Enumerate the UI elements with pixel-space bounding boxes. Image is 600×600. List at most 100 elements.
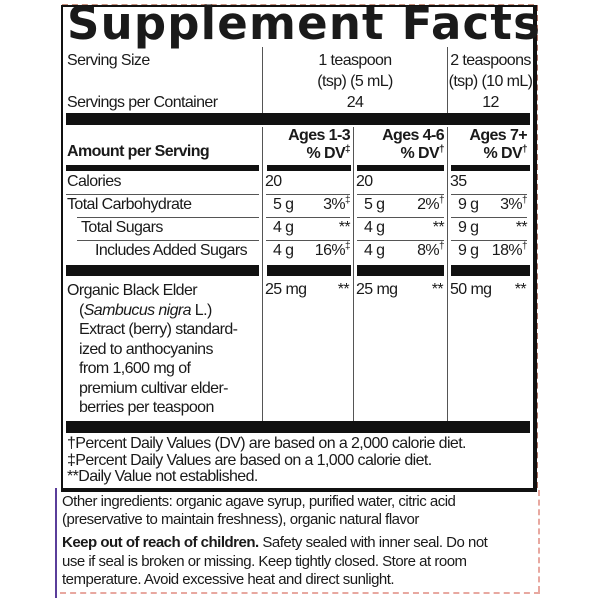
ingredient-line: from 1,600 mg of (79, 360, 191, 377)
amount-value: 25 mg (356, 281, 398, 298)
row-rule (77, 217, 259, 218)
footnote: ‡Percent Daily Values are based on a 1,0… (67, 451, 432, 469)
age-group-header: Ages 4-6 (382, 127, 445, 144)
row-rule (451, 217, 527, 218)
dv-value: ** (337, 281, 350, 298)
cut-line (538, 490, 540, 592)
dv-value: 3%† (448, 195, 528, 214)
footnote-mark: † (439, 241, 445, 252)
row-rule (451, 194, 527, 195)
thick-rule (357, 265, 444, 276)
footnotes: †Percent Daily Values (DV) are based on … (67, 435, 467, 486)
dv-label: % DV (483, 145, 523, 162)
thick-rule (66, 421, 530, 433)
ingredient-line: premium cultivar elder- (79, 379, 229, 397)
paren: ( (79, 301, 84, 319)
thick-rule (66, 113, 530, 125)
edge-line (55, 488, 57, 598)
warning-text: Keep out of reach of children. Safety se… (62, 534, 488, 590)
ingredient-line: berries per teaspoon (79, 399, 214, 416)
footnote-mark: † (439, 195, 445, 206)
footnote-mark: † (522, 241, 528, 252)
dv-value: 2%† (354, 195, 445, 214)
dv-header: % DV‡ (263, 145, 351, 163)
footnote-mark: † (439, 144, 445, 155)
dv-percent: 3% (500, 196, 523, 213)
medium-rule (66, 165, 259, 171)
nutrient-label: Includes Added Sugars (95, 242, 248, 259)
other-ingredients: Other ingredients: organic agave syrup, … (62, 493, 456, 528)
text-line: Safety sealed with inner seal. Do not (258, 534, 488, 551)
supplement-facts-panel: Supplement Facts Serving Size 1 teaspoon… (61, 1, 540, 492)
amount-value: 4 g (364, 242, 385, 259)
amount-value: 9 g (458, 196, 479, 213)
row-rule (266, 240, 350, 241)
age-group-header: Ages 1-3 (288, 127, 351, 144)
thick-rule (267, 265, 351, 276)
dv-value: 18%† (448, 241, 528, 260)
dv-percent: 18% (491, 242, 523, 259)
amount-per-serving-label: Amount per Serving (67, 143, 210, 160)
amount-value: 5 g (273, 196, 294, 213)
nutrient-label: Total Carbohydrate (67, 196, 192, 213)
serving-size-value: 1 teaspoon (318, 52, 392, 69)
cut-line-right (536, 5, 538, 488)
medium-rule (357, 165, 444, 171)
row-rule (357, 217, 444, 218)
divider (353, 127, 354, 423)
warning-heading: Keep out of reach of children. (62, 534, 259, 551)
amount-value: 50 mg (450, 281, 492, 298)
dv-label: % DV (400, 145, 440, 162)
divider (447, 127, 448, 423)
dv-header: % DV† (354, 144, 445, 163)
row-rule (266, 217, 350, 218)
footnote-mark: † (522, 195, 528, 206)
amount-value: 20 (356, 173, 373, 190)
age-group-header: Ages 7+ (469, 127, 527, 144)
panel-title: Supplement Facts (67, 0, 542, 50)
dv-percent: 3% (323, 196, 346, 213)
dv-percent: ** (432, 219, 445, 236)
divider (262, 47, 263, 115)
dv-value: 16%‡ (263, 241, 351, 260)
dv-percent: 8% (417, 242, 440, 259)
amount-value: 20 (265, 173, 282, 190)
dv-value: ** (431, 281, 444, 298)
dv-label: % DV (306, 145, 346, 162)
amount-value: 35 (450, 173, 467, 190)
ingredient-latin-name: (Sambucus nigra L.) (67, 301, 267, 321)
amount-value: 4 g (273, 219, 294, 236)
amount-value: 25 mg (265, 281, 307, 298)
ingredient-line: ized to anthocyanins (79, 340, 213, 358)
footnote-mark: ‡ (345, 241, 351, 252)
cut-line (60, 592, 540, 594)
amount-value: 4 g (364, 219, 385, 236)
dv-header: % DV† (448, 144, 528, 163)
row-rule (77, 240, 259, 241)
text-line: (preservative to maintain freshness), or… (62, 510, 419, 528)
dv-percent: ** (338, 219, 351, 236)
thick-rule (66, 265, 259, 276)
divider (447, 47, 448, 115)
row-rule (66, 194, 259, 195)
servings-count: 12 (482, 94, 499, 111)
text-line: temperature. Avoid excessive heat and di… (62, 571, 395, 588)
row-rule (357, 194, 444, 195)
dv-percent: 16% (314, 242, 346, 259)
dv-value: ** (514, 281, 527, 298)
divider (262, 127, 263, 423)
dv-value: 3%‡ (263, 196, 351, 214)
footnote-mark: † (522, 144, 528, 155)
ingredient-line: Extract (berry) standard- (79, 321, 238, 338)
serving-size-unit: (tsp) (5 mL) (317, 73, 393, 90)
nutrient-label: Total Sugars (81, 219, 163, 236)
ingredient-line: Organic Black Elder (67, 282, 198, 299)
latin-name: Sambucus nigra (83, 301, 192, 319)
footnote: **Daily Value not established. (67, 468, 258, 485)
footnote: †Percent Daily Values (DV) are based on … (67, 435, 467, 452)
nutrient-label: Calories (67, 173, 121, 190)
serving-size-label: Serving Size (67, 52, 150, 69)
serving-size-unit: (tsp) (10 mL) (448, 73, 533, 90)
medium-rule (267, 165, 351, 171)
text-line: use if seal is broken or missing. Keep t… (62, 552, 467, 570)
